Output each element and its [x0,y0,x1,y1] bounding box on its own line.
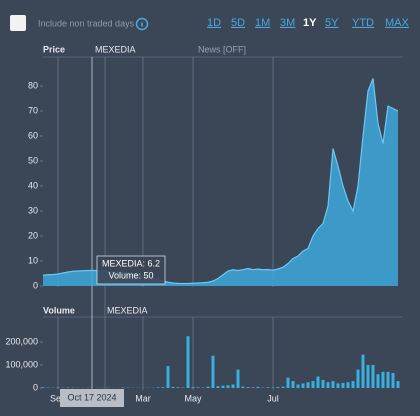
y-tick-label: 0 [33,382,38,392]
volume-bar [256,386,260,388]
price-title: Price [43,44,65,54]
volume-bar [56,387,60,388]
volume-bar [386,371,390,388]
range-button[interactable]: YTD [352,17,374,29]
tooltip-price: MEXEDIA: 6.2 [102,258,160,268]
volume-bar [281,386,285,388]
x-tick-label: Sep [50,393,66,403]
volume-bar [356,369,360,388]
volume-bar [286,377,290,388]
range-button[interactable]: MAX [385,17,410,29]
volume-bar [211,355,215,388]
info-icon-bar [141,22,143,27]
volume-symbol: MEXEDIA [107,305,148,315]
volume-bar [171,386,175,388]
range-button[interactable]: 1D [207,17,221,29]
range-button[interactable]: 5Y [325,17,339,29]
volume-bar [226,385,230,388]
range-button[interactable]: 1M [255,17,270,29]
volume-bar [331,381,335,388]
y-tick-label: 80 [28,80,38,90]
range-button[interactable]: 3M [280,17,295,29]
volume-bar [326,382,330,388]
y-tick-label: 0 [33,280,38,290]
volume-bar [306,382,310,388]
y-tick-label: 70 [28,105,38,115]
volume-bar [266,387,270,388]
volume-bar [316,376,320,388]
volume-bar [156,387,160,388]
y-tick-label: 60 [28,130,38,140]
x-tick-label: May [184,393,202,403]
range-button[interactable]: 5D [231,17,245,29]
y-tick-label: 30 [28,205,38,215]
info-icon[interactable] [135,17,149,31]
y-tick-label: 100,000 [5,359,38,369]
volume-bar [361,354,365,388]
checkbox-label: Include non traded days [38,18,135,28]
volume-bar [241,386,245,388]
volume-bar [396,381,400,388]
news-toggle[interactable]: News [OFF] [198,44,246,54]
volume-bar [301,383,305,388]
volume-bar [236,369,240,388]
x-tick-label: Jul [267,393,279,403]
volume-bar [231,384,235,388]
x-tick-label: Mar [135,393,151,403]
y-tick-label: 20 [28,230,38,240]
volume-bar [371,365,375,388]
volume-bar [296,384,300,388]
volume-bar [291,381,295,388]
volume-bar [276,387,280,388]
volume-bar [206,386,210,388]
volume-bar [246,387,250,388]
volume-bar [336,383,340,388]
volume-bar [381,371,385,388]
volume-bar [391,373,395,388]
volume-title: Volume [43,305,75,315]
y-tick-label: 40 [28,180,38,190]
volume-bar [196,387,200,388]
range-button[interactable]: 1Y [303,17,317,29]
volume-bar [216,386,220,388]
volume-bar [311,381,315,388]
volume-bar [191,387,195,388]
volume-bar [41,387,45,388]
date-badge [60,389,124,407]
volume-bar [366,365,370,388]
volume-bar [221,385,225,388]
volume-bar [346,382,350,388]
tooltip-volume: Volume: 50 [108,270,153,280]
volume-bar [351,381,355,388]
checkbox[interactable] [10,15,26,31]
tooltip: MEXEDIA: 6.2 Volume: 50 [96,255,166,285]
tooltip-box [96,255,166,285]
volume-bar [341,382,345,388]
volume-bar [161,387,165,388]
y-tick-label: 200,000 [5,336,38,346]
volume-bar [166,366,170,388]
volume-bar [186,336,190,388]
volume-bar [176,387,180,388]
volume-bar [251,387,255,388]
volume-bar [376,374,380,388]
volume-bar [321,379,325,388]
price-area [43,78,398,286]
y-tick-label: 10 [28,255,38,265]
date-badge-label: Oct 17 2024 [67,392,116,402]
y-tick-label: 50 [28,155,38,165]
price-symbol: MEXEDIA [95,44,136,54]
